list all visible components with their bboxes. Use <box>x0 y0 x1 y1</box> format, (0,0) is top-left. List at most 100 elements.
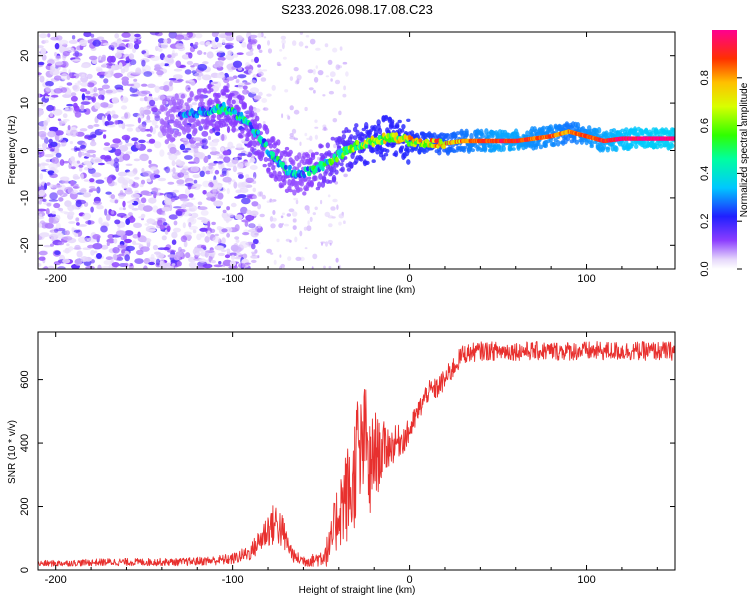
noise-blob <box>313 76 319 83</box>
noise-blob <box>327 239 333 245</box>
noise-blob <box>210 260 216 264</box>
noise-blob <box>251 43 257 47</box>
noise-blob <box>173 206 182 209</box>
noise-blob <box>114 199 119 204</box>
noise-blob <box>79 88 88 92</box>
noise-blob <box>100 244 109 250</box>
noise-blob <box>151 107 158 113</box>
ridge-core <box>409 136 414 141</box>
noise-blob <box>289 132 294 137</box>
ridge-halo <box>589 144 594 149</box>
noise-blob <box>107 110 111 115</box>
noise-blob <box>157 217 166 223</box>
noise-blob <box>184 231 192 236</box>
noise-blob <box>322 94 326 97</box>
noise-blob <box>74 111 82 118</box>
noise-blob <box>75 217 80 222</box>
noise-blob <box>194 41 199 46</box>
noise-blob <box>100 225 108 233</box>
ridge-halo <box>482 146 488 152</box>
ridge-halo <box>406 148 411 153</box>
noise-blob <box>329 71 336 78</box>
ridge-halo <box>257 123 262 129</box>
noise-blob <box>119 223 126 228</box>
noise-blob <box>261 98 268 103</box>
ridge-halo <box>196 88 202 96</box>
noise-blob <box>314 134 318 140</box>
noise-blob <box>118 207 124 211</box>
noise-blob <box>173 220 178 226</box>
noise-blob <box>41 142 48 149</box>
ridge-core <box>288 164 292 170</box>
noise-blob <box>82 212 92 220</box>
noise-blob <box>146 178 152 183</box>
noise-blob <box>143 109 152 115</box>
noise-blob <box>343 173 348 178</box>
ridge-halo <box>196 120 202 127</box>
noise-blob <box>72 85 78 90</box>
noise-blob <box>134 258 144 264</box>
noise-blob <box>80 187 87 194</box>
ridge-halo <box>480 132 485 139</box>
y-tick-label: 200 <box>19 497 31 515</box>
noise-blob <box>190 80 196 86</box>
colorbar-ticks: 0.0 0.2 0.4 0.6 0.8 <box>699 70 742 277</box>
noise-blob <box>213 200 224 207</box>
ridge-core <box>388 137 392 143</box>
noise-blob <box>224 32 234 36</box>
noise-blob <box>101 84 110 90</box>
noise-blob <box>207 221 211 228</box>
noise-blob <box>114 120 119 125</box>
ridge-halo <box>209 88 214 93</box>
ridge-halo <box>250 146 255 153</box>
ridge-halo <box>195 94 200 99</box>
ridge-halo <box>221 91 226 96</box>
noise-blob <box>328 265 332 269</box>
noise-blob <box>217 192 224 200</box>
x-tick-label: -200 <box>45 574 67 586</box>
noise-blob <box>141 236 147 243</box>
noise-blob <box>257 203 262 210</box>
noise-blob <box>137 231 141 238</box>
noise-blob <box>211 147 217 152</box>
noise-blob <box>167 54 172 58</box>
noise-blob <box>279 254 282 258</box>
noise-blob <box>223 78 230 84</box>
ridge-halo <box>193 127 198 135</box>
ridge-halo <box>604 130 609 137</box>
y-tick-label: 0 <box>19 567 31 573</box>
noise-blob <box>60 211 69 214</box>
noise-blob <box>332 47 338 53</box>
noise-blob <box>299 32 303 35</box>
noise-blob <box>105 88 114 96</box>
ridge-halo <box>163 106 168 111</box>
noise-blob <box>148 261 156 266</box>
ridge-core <box>386 132 391 138</box>
noise-blob <box>111 97 120 104</box>
ridge-halo <box>292 189 297 196</box>
noise-blob <box>282 43 285 50</box>
ridge-halo <box>186 126 192 133</box>
noise-blob <box>208 165 213 170</box>
noise-blob <box>245 214 255 221</box>
ridge-halo <box>400 145 405 150</box>
noise-blob <box>51 157 59 164</box>
noise-blob <box>54 250 61 255</box>
noise-blob <box>215 131 221 136</box>
noise-blob <box>128 42 134 49</box>
noise-blob <box>81 73 86 78</box>
noise-blob <box>150 253 155 260</box>
noise-blob <box>257 223 262 229</box>
noise-blob <box>217 245 225 251</box>
noise-blob <box>220 147 224 152</box>
ridge-halo <box>200 118 205 125</box>
ridge-halo <box>377 127 383 135</box>
noise-blob <box>92 234 101 240</box>
noise-blob <box>193 179 198 184</box>
ridge-halo <box>209 128 214 134</box>
ridge-halo <box>515 131 520 139</box>
noise-blob <box>112 253 118 261</box>
noise-blob <box>140 190 150 196</box>
noise-blob <box>291 128 297 134</box>
